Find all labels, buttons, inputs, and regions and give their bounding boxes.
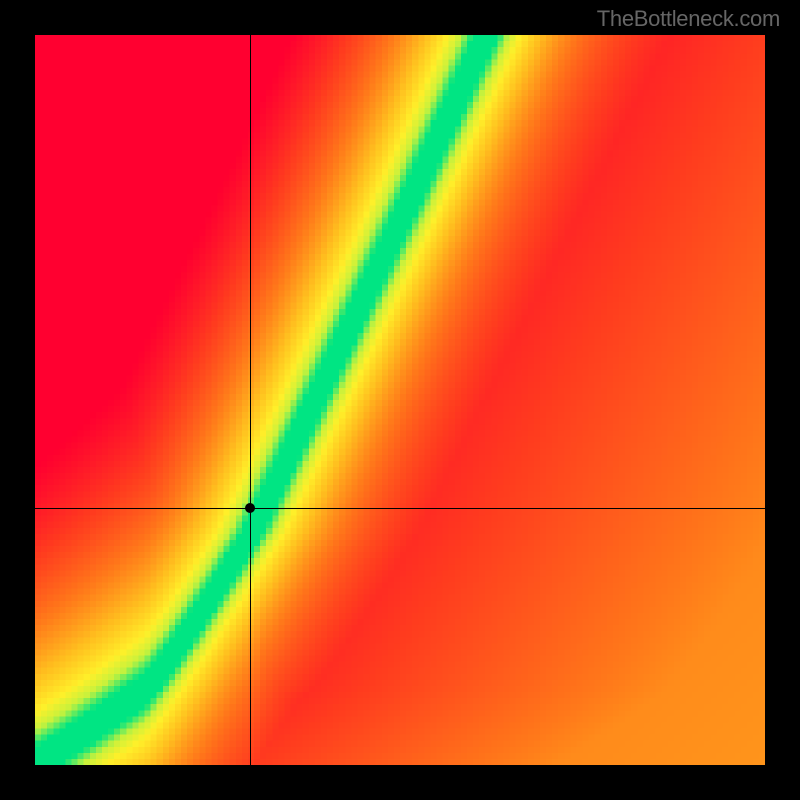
heatmap-plot [35, 35, 765, 765]
crosshair-horizontal [35, 508, 765, 509]
heatmap-canvas [35, 35, 765, 765]
crosshair-vertical [250, 35, 251, 765]
marker-dot [245, 503, 255, 513]
attribution-label: TheBottleneck.com [597, 6, 780, 32]
